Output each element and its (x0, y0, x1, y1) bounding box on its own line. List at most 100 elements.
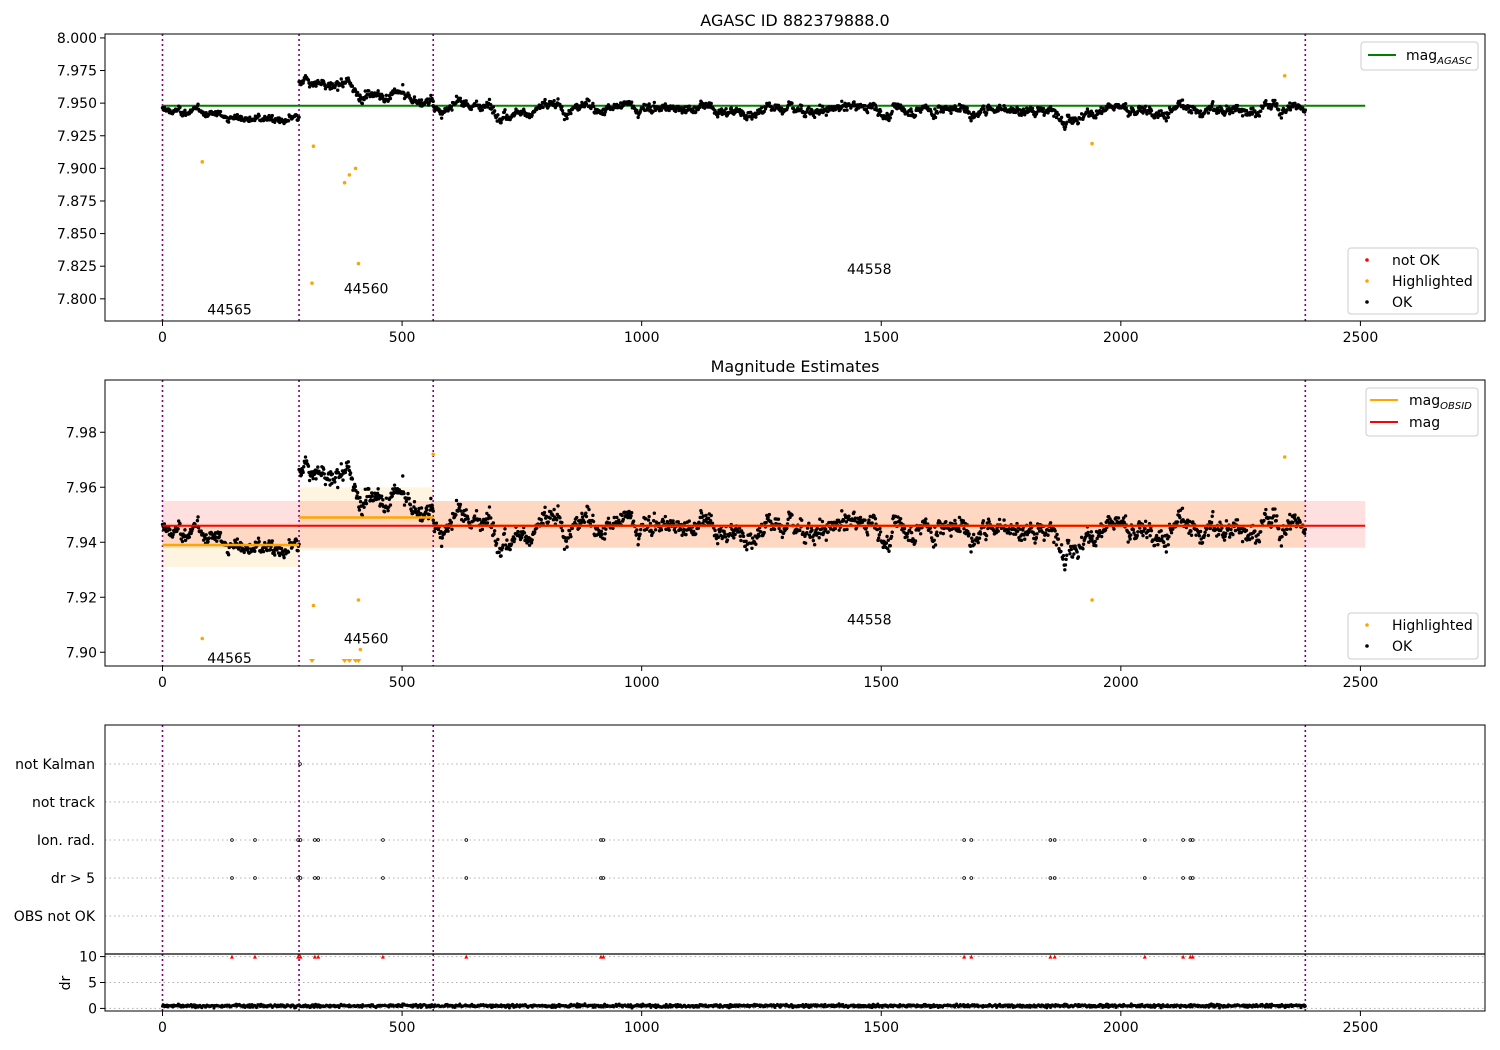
ok-point (485, 521, 490, 525)
ok-point (762, 109, 766, 114)
ok-point (429, 93, 433, 98)
ok-point (508, 547, 512, 552)
ok-point (812, 543, 817, 547)
ok-point (984, 537, 988, 542)
ok-point (1063, 125, 1068, 129)
ok-point (737, 526, 742, 530)
ok-point (1244, 108, 1249, 113)
ok-point (1013, 532, 1018, 536)
ok-point (984, 111, 989, 115)
ok-point (183, 528, 187, 532)
ok-point (1257, 114, 1262, 118)
ok-point (253, 549, 257, 553)
ok-point (286, 550, 291, 554)
ok-point (1075, 550, 1079, 554)
ok-point (1059, 549, 1063, 554)
ok-point (1067, 538, 1071, 543)
ok-point (741, 534, 746, 539)
ok-point (501, 543, 505, 547)
ok-point (620, 513, 624, 518)
ok-point (651, 519, 656, 523)
ok-point (1148, 533, 1152, 538)
ok-point (1220, 107, 1224, 112)
ok-point (311, 476, 315, 481)
ok-point (750, 117, 754, 121)
ok-point (242, 550, 246, 555)
ok-point (710, 521, 715, 525)
ok-point (1159, 529, 1163, 533)
x-tick-label: 2000 (1103, 330, 1139, 346)
ok-point (987, 519, 991, 524)
ok-point (684, 532, 688, 537)
obs-label: 44560 (344, 632, 389, 648)
ok-point (1034, 536, 1039, 540)
ok-point (304, 459, 309, 463)
ok-point (1240, 114, 1245, 118)
ok-point (969, 550, 973, 554)
ok-point (1128, 537, 1132, 541)
ok-point (1054, 115, 1059, 120)
ok-point (840, 99, 844, 104)
ok-point (812, 115, 817, 120)
ok-point (539, 517, 543, 522)
ok-point (826, 530, 830, 534)
ok-point (754, 115, 758, 119)
ok-point (1229, 527, 1233, 532)
ok-point (603, 532, 607, 536)
ok-point (364, 501, 369, 506)
legend-label: OK (1392, 295, 1413, 311)
ok-point (408, 503, 413, 507)
ok-point (949, 111, 953, 115)
ok-point (886, 538, 891, 542)
ok-point (723, 532, 727, 536)
highlighted-point (1282, 73, 1287, 78)
ok-point (979, 110, 983, 114)
ok-point (878, 526, 882, 531)
ok-point (1194, 533, 1198, 537)
legend-label-text: mag (1406, 48, 1437, 64)
dr-point-group (161, 1002, 1307, 1010)
ok-point (1227, 535, 1232, 539)
ok-point (1280, 111, 1284, 116)
ok-point (873, 517, 878, 521)
ok-point (1035, 110, 1039, 114)
ok-point (456, 509, 460, 513)
ok-point (657, 521, 661, 526)
legend-upper (1360, 41, 1479, 71)
ok-point (487, 97, 492, 102)
ok-point (199, 529, 203, 533)
ok-point (875, 108, 880, 112)
ok-point (1072, 552, 1076, 556)
legend-lower (1347, 247, 1479, 315)
ok-point (279, 546, 284, 551)
ok-point (526, 539, 530, 544)
ok-point (636, 115, 640, 120)
ok-point (1026, 530, 1031, 535)
ok-point (492, 109, 497, 113)
ok-point (1198, 529, 1203, 534)
ok-point (732, 536, 736, 540)
ok-point (885, 534, 889, 539)
y-tick-label: 7.925 (57, 129, 97, 145)
ok-point (1298, 520, 1302, 524)
ok-point (807, 105, 811, 109)
ok-point (824, 538, 828, 542)
ok-point (733, 532, 737, 537)
ok-point (358, 500, 363, 504)
ok-point (390, 494, 394, 498)
ok-point (884, 541, 889, 545)
ok-point (1035, 532, 1039, 536)
ok-point (886, 113, 891, 117)
ok-point (750, 536, 755, 540)
y-tick-label: 8.000 (57, 31, 97, 47)
ok-point (1061, 120, 1066, 125)
ok-point (865, 533, 870, 537)
ok-point (894, 520, 898, 525)
ok-point (663, 102, 668, 106)
ok-point (909, 530, 914, 535)
ok-point (982, 107, 986, 111)
ok-point (176, 527, 180, 531)
ok-point (1079, 535, 1084, 540)
ok-point (1042, 538, 1046, 542)
ok-point (808, 535, 812, 539)
